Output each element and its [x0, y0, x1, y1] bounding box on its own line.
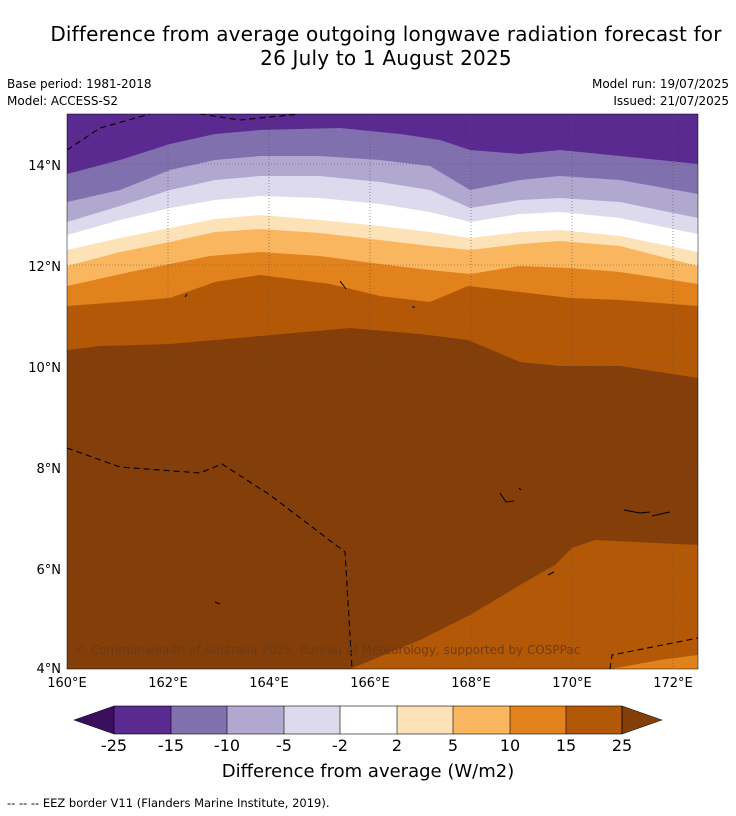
- colorbar-label-9: 15: [555, 736, 577, 755]
- lat-tick-8N: 8°N: [37, 462, 62, 477]
- eez-footnote: -- -- -- EEZ border V11 (Flanders Marine…: [7, 796, 330, 810]
- lat-tick-10N: 10°N: [28, 361, 61, 376]
- colorbar-label-10: 25: [611, 736, 633, 755]
- map-frame: [66, 113, 699, 670]
- colorbar-label-7: 5: [447, 736, 459, 755]
- colorbar-label-4: -5: [276, 736, 292, 755]
- eez-borders: [67, 114, 698, 669]
- lon-tick-168E: 168°E: [451, 676, 491, 691]
- base-period: Base period: 1981-2018: [7, 77, 152, 91]
- chart-title: Difference from average outgoing longwav…: [0, 22, 736, 70]
- title-line-2: 26 July to 1 August 2025: [260, 46, 512, 70]
- lat-tick-6N: 6°N: [37, 563, 62, 578]
- contour-field: © Commonwealth of Australia 2025, Bureau…: [67, 114, 698, 669]
- colorbar-swatch-3: [227, 706, 284, 734]
- colorbar-swatch-1: [114, 706, 171, 734]
- colorbar-swatch-6: [397, 706, 453, 734]
- band-5-10-lower: [610, 655, 698, 669]
- lat-tick-14N: 14°N: [28, 159, 61, 174]
- colorbar-label-5: -2: [332, 736, 348, 755]
- meta-right: Model run: 19/07/2025 Issued: 21/07/2025: [592, 76, 729, 110]
- issued-date: Issued: 21/07/2025: [613, 94, 729, 108]
- colorbar-label-8: 10: [499, 736, 521, 755]
- lon-tick-170E: 170°E: [552, 676, 592, 691]
- colorbar-swatch-7: [453, 706, 510, 734]
- meta-left: Base period: 1981-2018 Model: ACCESS-S2: [7, 76, 152, 110]
- colorbar-label-2: -15: [157, 736, 185, 755]
- model-run: Model run: 19/07/2025: [591, 77, 729, 91]
- copyright-text: © Commonwealth of Australia 2025, Bureau…: [75, 643, 580, 657]
- colorbar-swatch-2: [171, 706, 227, 734]
- colorbar-swatch-9: [566, 706, 622, 734]
- graticule: [67, 114, 698, 669]
- colorbar-title: Difference from average (W/m2): [221, 761, 515, 782]
- lon-tick-164E: 164°E: [249, 676, 289, 691]
- colorbar-high-extend: [621, 705, 663, 735]
- lon-tick-160E: 160°E: [47, 676, 87, 691]
- colorbar-label-3: -10: [213, 736, 241, 755]
- colorbar-swatch-5: [340, 706, 397, 734]
- lat-ticks: 14°N 12°N 10°N 8°N 6°N 4°N: [28, 159, 61, 677]
- colorbar-swatch-8: [510, 706, 566, 734]
- colorbar-label-6: 2: [391, 736, 403, 755]
- model-name: Model: ACCESS-S2: [7, 94, 119, 108]
- title-line-1: Difference from average outgoing longwav…: [50, 22, 722, 46]
- islands: [184, 280, 671, 605]
- colorbar-low-extend: [73, 705, 115, 735]
- lat-tick-4N: 4°N: [37, 662, 62, 677]
- lon-ticks: 160°E 162°E 164°E 166°E 168°E 170°E 172°…: [47, 676, 693, 691]
- band-10-15-lower: [350, 540, 698, 669]
- lon-tick-162E: 162°E: [148, 676, 188, 691]
- colorbar: [73, 705, 663, 735]
- colorbar-label-1: -25: [100, 736, 128, 755]
- lon-tick-166E: 166°E: [350, 676, 390, 691]
- lon-tick-172E: 172°E: [653, 676, 693, 691]
- colorbar-swatch-4: [284, 706, 340, 734]
- lat-tick-12N: 12°N: [28, 260, 61, 275]
- band-neg25-neg15: [67, 114, 698, 174]
